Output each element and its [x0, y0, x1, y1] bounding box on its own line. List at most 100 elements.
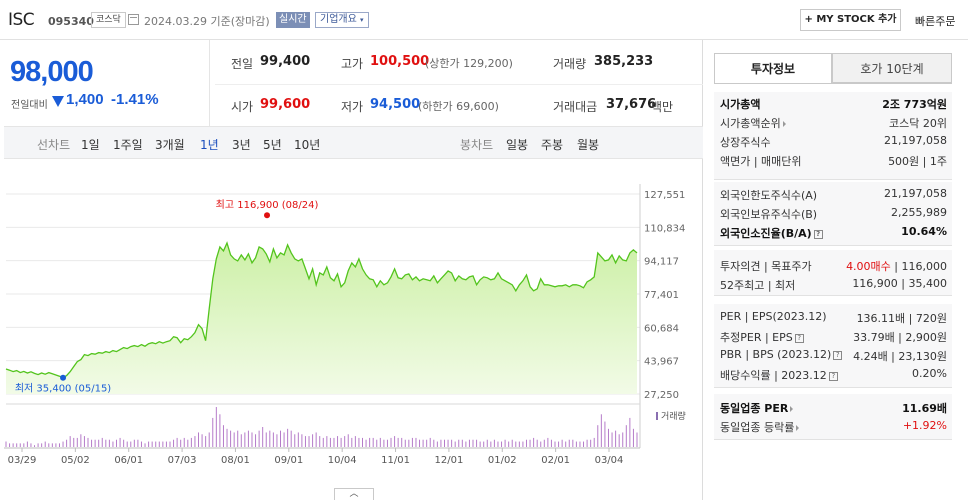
industry-per-label[interactable]: 동일업종 PER — [720, 400, 794, 416]
pbr-label: PBR | BPS (2023.12)? — [720, 348, 843, 361]
dividend-value: 0.20% — [912, 367, 947, 380]
overview-label: 기업개요 — [320, 14, 357, 25]
line-chart-title: 선차트 — [37, 138, 71, 152]
chevron-down-icon: ▾ — [360, 16, 364, 24]
par-value: 500원 | 1주 — [888, 155, 947, 168]
period-1w[interactable]: 1주일 — [113, 138, 143, 152]
candle-chart-title: 봉차트 — [460, 138, 494, 152]
volume-value: 385,233 — [594, 54, 654, 69]
foreign-limit-value: 21,197,058 — [884, 187, 947, 200]
price-box: 98,000 전일대비 1,400 -1.41% — [4, 40, 210, 126]
lower-limit: (하한가 69,600) — [418, 100, 499, 113]
add-my-stock-button[interactable]: + MY STOCK 추가 — [800, 9, 901, 31]
foreign-limit-label: 외국인한도주식수(A) — [720, 189, 818, 202]
period-weekly[interactable]: 주봉 — [541, 138, 564, 152]
arrow-right-icon — [790, 406, 794, 412]
low-label: 저가 — [341, 100, 364, 114]
high-value: 100,500 — [370, 54, 430, 69]
realtime-button[interactable]: 실시간 — [276, 12, 310, 28]
left-column — [0, 40, 703, 500]
upper-limit: (상한가 129,200) — [425, 57, 513, 70]
period-1d[interactable]: 1일 — [81, 138, 100, 152]
amount-value: 37,676 — [606, 97, 657, 112]
stock-code: 095340 — [48, 15, 94, 28]
prev-compare-label: 전일대비 — [11, 100, 48, 111]
par-label: 액면가 | 매매단위 — [720, 155, 802, 168]
info-section-valuation — [714, 304, 952, 388]
open-label: 시가 — [231, 100, 254, 114]
period-1y[interactable]: 1년 — [200, 138, 219, 152]
x-tick-label: 05/02 — [61, 455, 90, 466]
high-label: 최고 116,900 (08/24) — [216, 199, 319, 211]
chart-collapse-toggle[interactable]: ︿ — [334, 488, 374, 500]
market-cap-rank-label[interactable]: 시가총액순위 — [720, 115, 786, 131]
industry-per-value: 11.69배 — [902, 402, 947, 415]
y-tick-label: 27,250 — [644, 390, 679, 401]
amount-label: 거래대금 — [553, 100, 598, 114]
est-per-label: 추정PER | EPS? — [720, 329, 804, 345]
x-tick-label: 03/29 — [8, 455, 37, 466]
y-tick-label: 43,967 — [644, 357, 679, 368]
down-arrow-icon — [52, 96, 64, 107]
market-cap-rank-value: 코스닥 20위 — [889, 117, 947, 130]
current-price: 98,000 — [10, 56, 94, 88]
price-change-pct: -1.41% — [111, 91, 159, 108]
x-tick-label: 10/04 — [328, 455, 357, 466]
tab-investment-info[interactable]: 투자정보 — [714, 53, 832, 83]
x-tick-label: 12/01 — [434, 455, 463, 466]
x-tick-label: 02/01 — [541, 455, 570, 466]
info-section-market-cap — [714, 92, 952, 180]
period-daily[interactable]: 일봉 — [506, 138, 529, 152]
period-5y[interactable]: 5년 — [263, 138, 282, 152]
volume-label: 거래량 — [553, 57, 587, 71]
foreign-hold-label: 외국인보유주식수(B) — [720, 208, 818, 221]
low-marker — [60, 374, 67, 381]
chevron-up-icon: ︿ — [349, 489, 359, 499]
y-tick-label: 94,117 — [644, 257, 679, 268]
market-badge: 코스닥 — [91, 12, 126, 28]
period-3y[interactable]: 3년 — [232, 138, 251, 152]
arrow-right-icon — [796, 425, 800, 431]
price-chart[interactable]: 127,551 110,834 94,117 77,401 60,684 43,967 27… — [0, 160, 703, 470]
company-name: ISC — [8, 10, 35, 30]
info-section-foreign — [714, 182, 952, 246]
x-tick-label: 08/01 — [221, 455, 250, 466]
company-overview-dropdown[interactable]: 기업개요 ▾ — [315, 12, 369, 28]
foreign-ratio-value: 10.64% — [901, 225, 947, 238]
prev-close-label: 전일 — [231, 57, 254, 71]
help-icon[interactable]: ? — [828, 371, 838, 381]
amount-unit: 백만 — [651, 100, 674, 114]
help-icon[interactable]: ? — [794, 333, 804, 343]
high-marker — [264, 212, 271, 219]
industry-change-label[interactable]: 동일업종 등락률 — [720, 419, 800, 435]
prev-close-value: 99,400 — [260, 54, 311, 69]
opinion-label: 투자의견 | 목표주가 — [720, 260, 812, 273]
y-tick-label: 77,401 — [644, 290, 679, 301]
period-monthly[interactable]: 월봉 — [577, 138, 600, 152]
quick-order-button[interactable]: 빠른주문 — [915, 15, 956, 28]
x-tick-label: 06/01 — [114, 455, 143, 466]
help-icon[interactable]: ? — [833, 350, 843, 360]
price-line — [5, 241, 638, 379]
foreign-hold-value: 2,255,989 — [891, 206, 947, 219]
open-value: 99,600 — [260, 97, 311, 112]
as-of-date: 2024.03.29 기준(장마감) — [144, 15, 270, 28]
help-icon[interactable]: ? — [813, 229, 823, 239]
price-change: 1,400 — [66, 91, 104, 108]
pbr-value: 4.24배 | 23,130원 — [853, 350, 947, 363]
opinion-value: 4.00매수 | 116,000 — [846, 260, 947, 273]
info-section-opinion — [714, 250, 952, 296]
info-section-industry — [714, 394, 952, 440]
per-value: 136.11배 | 720원 — [856, 312, 947, 325]
price-area — [6, 243, 637, 394]
period-3m[interactable]: 3개월 — [155, 138, 185, 152]
period-10y[interactable]: 10년 — [294, 138, 321, 152]
quote-divider — [215, 84, 703, 85]
period-bar: 선차트 1일 1주일 3개월 1년 3년 5년 10년 봉차트 일봉 주봉 월봉 — [4, 126, 703, 159]
per-label: PER | EPS(2023.12) — [720, 310, 827, 323]
market-cap-value: 2조 773억원 — [882, 98, 947, 111]
tab-orderbook-10[interactable]: 호가 10단계 — [832, 53, 952, 83]
shares-value: 21,197,058 — [884, 134, 947, 147]
shares-label: 상장주식수 — [720, 136, 771, 149]
x-tick-label: 03/04 — [595, 455, 624, 466]
